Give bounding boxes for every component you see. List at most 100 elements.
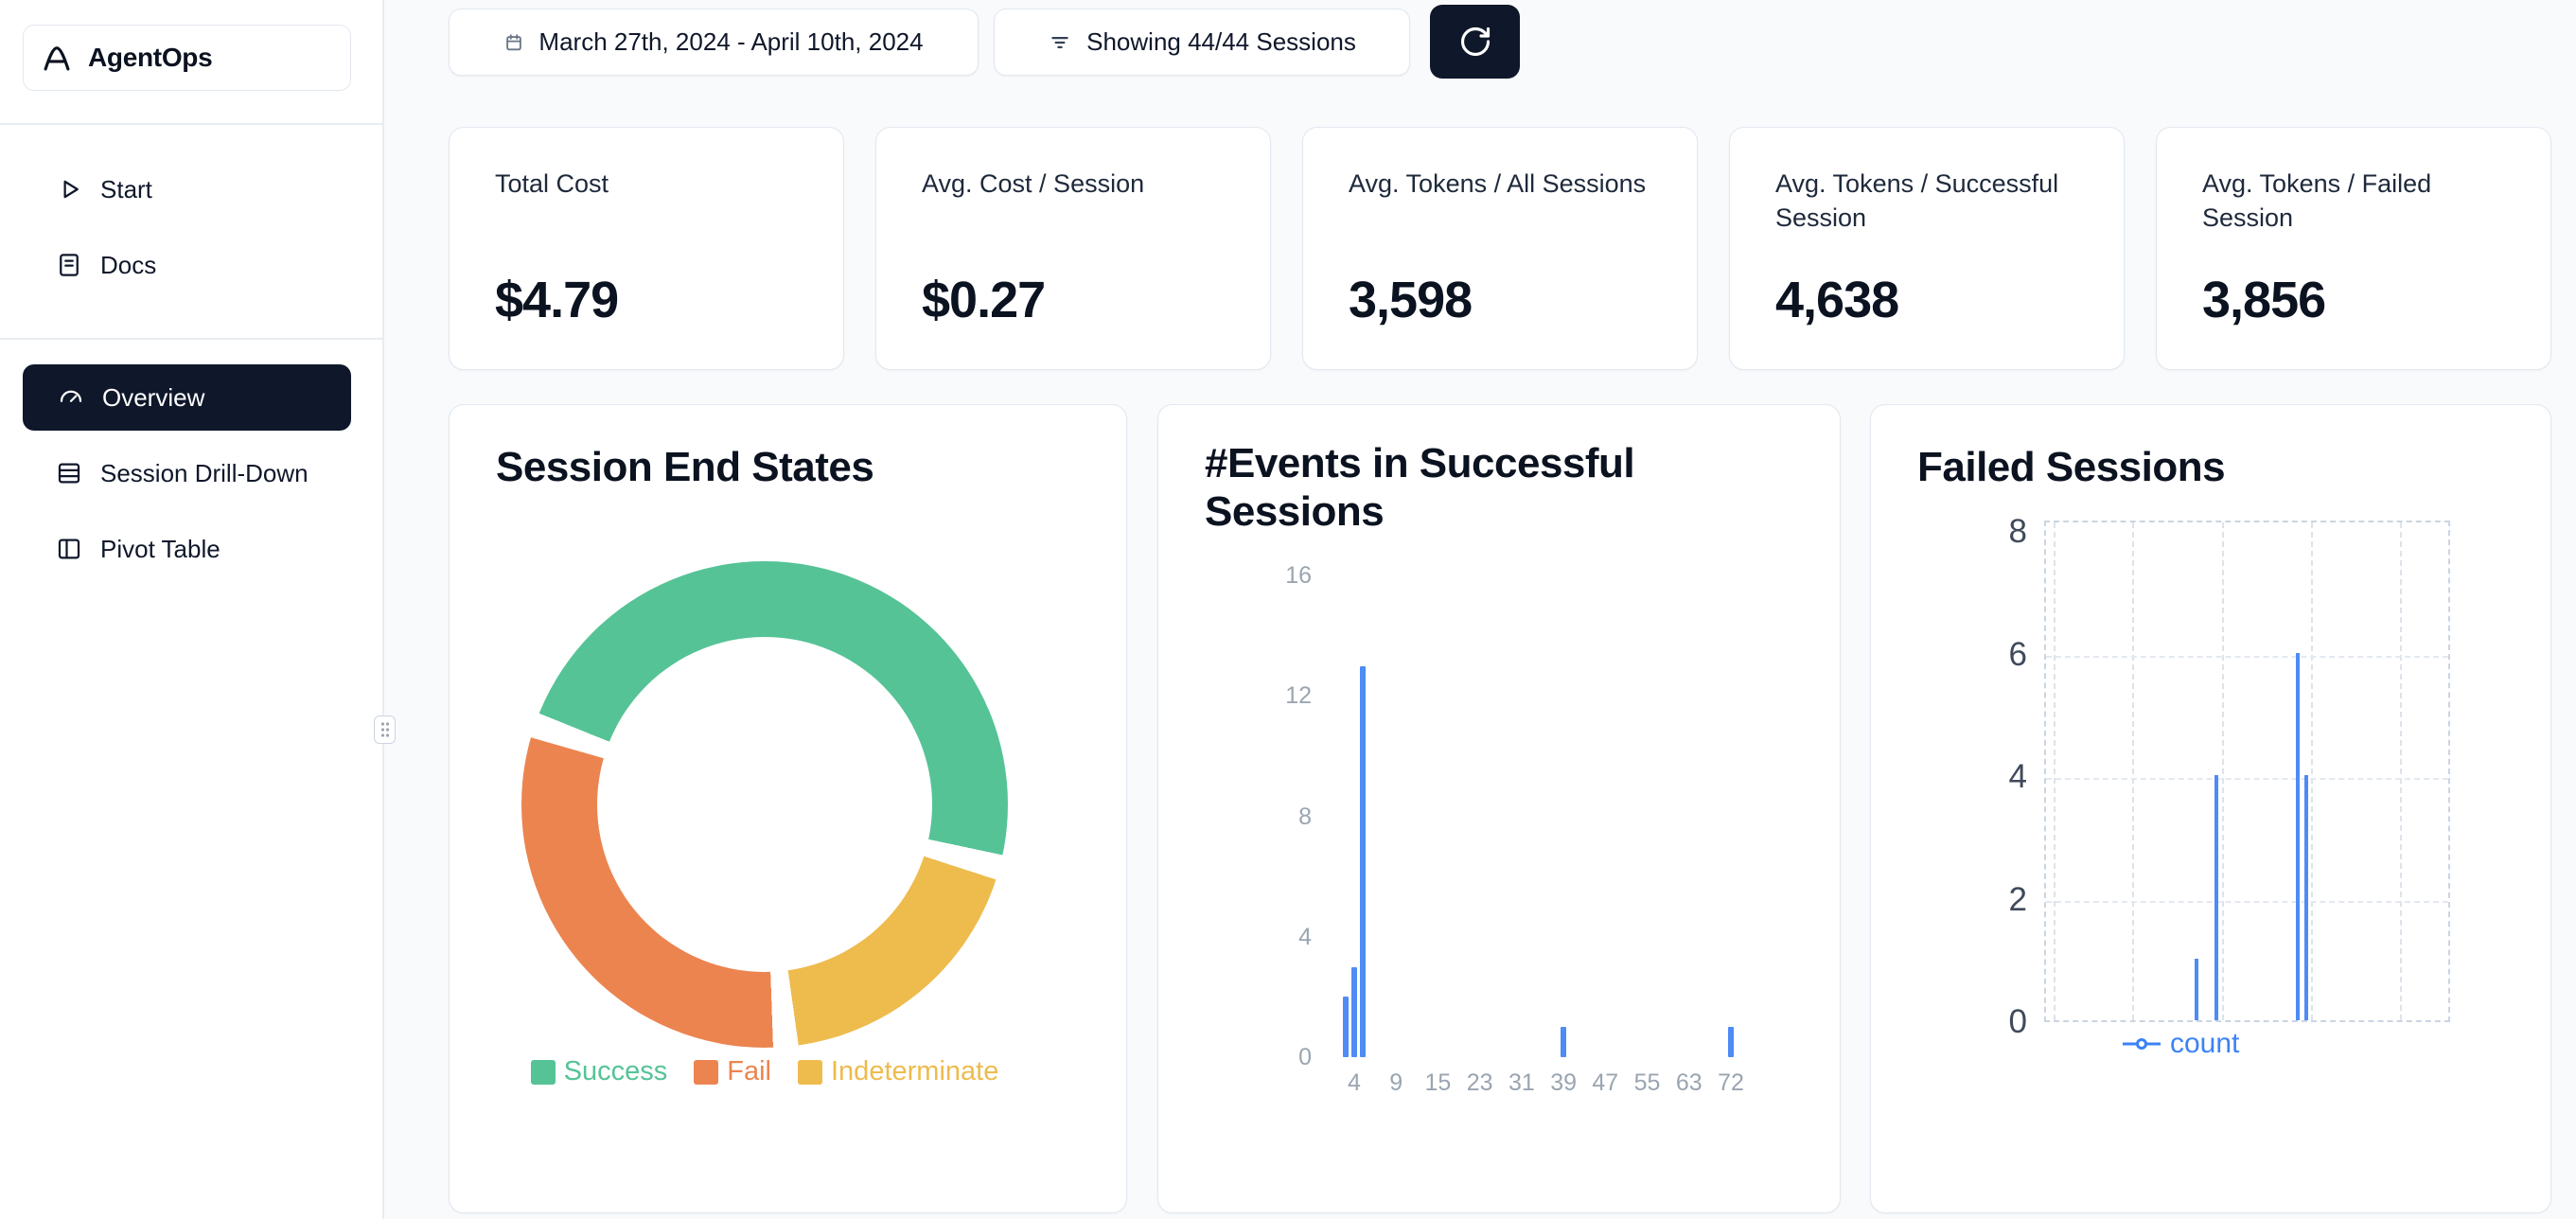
events-plot[interactable]: 0 4 8 12 16 4 9 15 23 31 39 47 55 63 72 xyxy=(1158,405,1840,1212)
y-tick-label: 4 xyxy=(1298,923,1312,950)
legend-item-indeterminate[interactable]: Indeterminate xyxy=(798,1056,998,1087)
gridline-vertical xyxy=(2400,522,2403,1020)
calendar-icon xyxy=(506,33,522,50)
table-rows-icon xyxy=(58,463,80,484)
agentops-logo-icon xyxy=(44,46,70,71)
gridline-horizontal xyxy=(2046,778,2448,780)
logo[interactable]: AgentOps xyxy=(23,25,351,91)
y-tick-label: 12 xyxy=(1285,682,1312,710)
events-histogram-card: #Events in Successful Sessions 0 4 8 12 16 4 9… xyxy=(1157,404,1841,1213)
chart-title: #Events in Successful Sessions xyxy=(1205,440,1635,536)
chart-title: Failed Sessions xyxy=(1917,444,2226,490)
count-line-marker-icon xyxy=(2123,1038,2161,1050)
sidebar-divider xyxy=(0,123,384,125)
legend-item-fail[interactable]: Fail xyxy=(694,1056,771,1087)
count-legend[interactable]: count xyxy=(2123,1028,2239,1060)
stat-cards-row: Total Cost $4.79 Avg. Cost / Session $0.… xyxy=(449,127,2551,370)
chart-title: Session End States xyxy=(496,444,874,490)
x-tick-label: 9 xyxy=(1389,1069,1403,1096)
gauge-icon xyxy=(60,390,82,402)
gridline-vertical xyxy=(2132,522,2135,1020)
stat-value: $4.79 xyxy=(495,272,619,328)
legend-item-success[interactable]: Success xyxy=(530,1056,668,1087)
legend-label: Fail xyxy=(727,1056,771,1086)
stat-card-avg-tokens-failed: Avg. Tokens / Failed Session 3,856 xyxy=(2156,127,2551,370)
gridline-vertical xyxy=(2053,522,2056,1020)
x-tick-label: 4 xyxy=(1348,1069,1361,1096)
spike xyxy=(2295,652,2300,1020)
sidebar-item-start[interactable]: Start xyxy=(0,161,384,218)
sidebar-item-docs[interactable]: Docs xyxy=(0,237,384,293)
bar xyxy=(1343,997,1350,1057)
y-tick-label: 8 xyxy=(1298,803,1312,830)
y-tick-label: 0 xyxy=(1298,1044,1312,1070)
date-range-label: March 27th, 2024 - April 10th, 2024 xyxy=(538,27,924,56)
legend-swatch xyxy=(694,1059,719,1085)
legend-label: Success xyxy=(563,1056,668,1086)
stat-label: Total Cost xyxy=(495,169,609,198)
x-tick-label: 47 xyxy=(1592,1069,1619,1096)
donut-chart[interactable] xyxy=(521,561,1008,1048)
stat-value: 3,598 xyxy=(1349,272,1473,328)
y-tick-label: 2 xyxy=(2008,880,2027,918)
sidebar-resize-handle[interactable] xyxy=(374,716,396,744)
logo-text: AgentOps xyxy=(88,43,213,72)
stat-card-avg-cost-session: Avg. Cost / Session $0.27 xyxy=(875,127,1271,370)
bar xyxy=(1351,966,1357,1057)
spike xyxy=(2194,959,2198,1020)
y-tick-label: 0 xyxy=(2008,1003,2027,1040)
x-tick-label: 31 xyxy=(1508,1069,1535,1096)
document-icon xyxy=(60,254,79,276)
refresh-icon xyxy=(1460,26,1490,57)
stat-label: Avg. Tokens / Successful Session xyxy=(1775,169,2059,232)
session-filter-label: Showing 44/44 Sessions xyxy=(1086,27,1356,56)
refresh-button[interactable] xyxy=(1430,5,1520,79)
count-legend-label: count xyxy=(2170,1028,2240,1059)
legend-swatch xyxy=(530,1059,556,1085)
sidebar-item-label: Overview xyxy=(102,382,205,412)
sidebar-item-label: Pivot Table xyxy=(100,534,221,563)
sidebar-item-session-drill-down[interactable]: Session Drill-Down xyxy=(0,440,384,506)
y-tick-label: 8 xyxy=(2008,513,2027,550)
session-end-states-card: Session End States Success Fail Indetermin… xyxy=(449,404,1127,1213)
sidebar-divider xyxy=(0,338,384,340)
gridline-horizontal xyxy=(2046,900,2448,903)
sidebar-item-overview[interactable]: Overview xyxy=(23,364,351,431)
stat-value: $0.27 xyxy=(922,272,1046,328)
stat-value: 3,856 xyxy=(2202,272,2326,328)
failed-sessions-card: Failed Sessions count 0 2 4 6 8 xyxy=(1870,404,2551,1213)
spike xyxy=(2214,775,2219,1020)
gridline-vertical xyxy=(2310,522,2313,1020)
bar xyxy=(1727,1027,1734,1057)
session-filter-button[interactable]: Showing 44/44 Sessions xyxy=(994,9,1410,76)
sidebar-item-label: Session Drill-Down xyxy=(100,458,309,487)
x-tick-label: 72 xyxy=(1718,1069,1744,1096)
sidebar-item-pivot-table[interactable]: Pivot Table xyxy=(0,516,384,582)
legend-swatch xyxy=(798,1059,822,1085)
stat-card-avg-tokens-all: Avg. Tokens / All Sessions 3,598 xyxy=(1302,127,1698,370)
sidebar: AgentOps Start Docs Overview Session Dri… xyxy=(0,0,384,1219)
y-tick-label: 16 xyxy=(1285,562,1312,590)
y-tick-label: 4 xyxy=(2008,758,2027,795)
spike xyxy=(2303,775,2308,1020)
stat-label: Avg. Tokens / Failed Session xyxy=(2202,169,2432,232)
legend-label: Indeterminate xyxy=(831,1056,999,1086)
x-tick-label: 39 xyxy=(1550,1069,1577,1096)
stat-card-total-cost: Total Cost $4.79 xyxy=(449,127,844,370)
stat-card-avg-tokens-successful: Avg. Tokens / Successful Session 4,638 xyxy=(1729,127,2125,370)
x-tick-label: 15 xyxy=(1424,1069,1452,1096)
x-tick-label: 63 xyxy=(1675,1069,1703,1096)
bar xyxy=(1561,1027,1567,1057)
grip-dots-icon xyxy=(380,722,389,737)
date-range-button[interactable]: March 27th, 2024 - April 10th, 2024 xyxy=(449,9,979,76)
gridline-vertical xyxy=(2221,522,2224,1020)
charts-row: Session End States Success Fail Indetermin… xyxy=(449,404,2551,1213)
sidebar-item-label: Docs xyxy=(100,250,157,279)
y-tick-label: 6 xyxy=(2008,635,2027,673)
failed-plot[interactable] xyxy=(2044,521,2450,1022)
columns-icon xyxy=(58,539,80,559)
bar xyxy=(1359,665,1366,1057)
donut-legend: Success Fail Indeterminate xyxy=(487,1056,1042,1087)
stat-value: 4,638 xyxy=(1775,272,1899,328)
